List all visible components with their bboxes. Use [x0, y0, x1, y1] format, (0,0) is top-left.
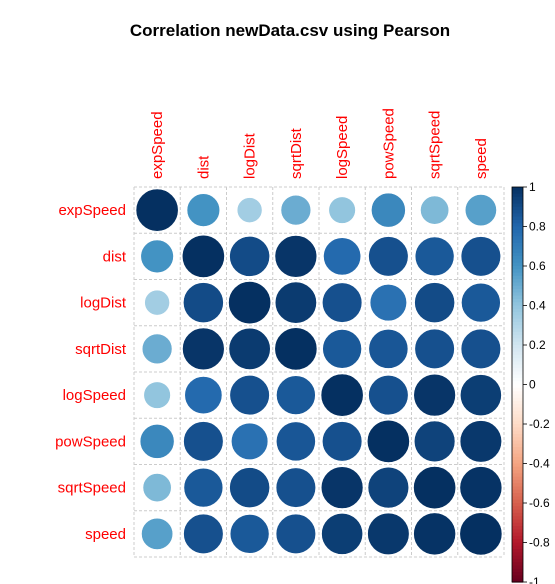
corr-circle-sqrtSpeed-dist	[184, 468, 223, 507]
corr-circle-powSpeed-logDist	[231, 423, 268, 460]
corr-circle-logDist-speed	[461, 283, 500, 322]
column-label-speed: speed	[473, 138, 490, 179]
corr-circle-logSpeed-sqrtDist	[276, 376, 315, 415]
column-label-logSpeed: logSpeed	[334, 116, 351, 179]
corr-circle-logSpeed-logSpeed	[321, 374, 363, 416]
row-label-expSpeed: expSpeed	[58, 202, 126, 219]
corr-circle-sqrtSpeed-powSpeed	[368, 467, 409, 508]
corr-circle-logDist-expSpeed	[145, 290, 170, 315]
corr-circle-sqrtDist-speed	[461, 329, 501, 369]
row-labels: expSpeed dist logDist sqrtDist logSpeed powSp…	[55, 202, 127, 543]
corr-circle-logSpeed-powSpeed	[369, 375, 409, 415]
corr-circle-logDist-sqrtSpeed	[415, 283, 455, 323]
column-label-sqrtSpeed: sqrtSpeed	[427, 111, 444, 179]
colorbar-tick-label: 0.4	[529, 299, 546, 313]
corr-circle-sqrtSpeed-speed	[460, 467, 502, 509]
corr-circle-logSpeed-sqrtSpeed	[414, 374, 456, 416]
corr-circle-sqrtDist-logSpeed	[323, 329, 362, 368]
corr-circle-logSpeed-dist	[185, 376, 222, 413]
corr-circle-expSpeed-expSpeed	[136, 189, 178, 231]
column-label-sqrtDist: sqrtDist	[288, 127, 305, 179]
corr-circle-logDist-dist	[183, 283, 223, 323]
corr-circle-sqrtSpeed-logDist	[230, 468, 270, 508]
corr-circle-logDist-logSpeed	[322, 283, 362, 323]
corr-circle-sqrtDist-sqrtSpeed	[415, 329, 455, 369]
corr-circle-speed-expSpeed	[141, 518, 172, 549]
corr-circle-dist-speed	[461, 237, 501, 277]
corr-circle-sqrtSpeed-expSpeed	[143, 473, 171, 501]
colorbar-tick-label: 0.2	[529, 338, 546, 352]
corr-circle-speed-sqrtSpeed	[414, 513, 456, 555]
corr-circle-logSpeed-expSpeed	[144, 382, 171, 409]
corr-circle-powSpeed-dist	[184, 422, 224, 462]
corr-circle-speed-logSpeed	[322, 513, 363, 554]
colorbar-tick-label: 1	[529, 180, 536, 194]
corr-circle-expSpeed-dist	[187, 194, 220, 227]
row-label-dist: dist	[103, 248, 127, 265]
row-label-sqrtSpeed: sqrtSpeed	[58, 480, 126, 497]
column-label-powSpeed: powSpeed	[380, 108, 397, 179]
corr-circle-sqrtSpeed-sqrtDist	[276, 468, 316, 508]
corr-circle-powSpeed-sqrtDist	[276, 422, 315, 461]
corr-circle-powSpeed-logSpeed	[322, 422, 362, 462]
corr-circle-speed-speed	[460, 513, 502, 555]
corr-circle-dist-dist	[182, 235, 224, 277]
corr-circle-logSpeed-speed	[460, 375, 501, 416]
colorbar-tick-label: -0.6	[529, 496, 550, 510]
column-label-dist: dist	[195, 155, 212, 179]
corr-circle-powSpeed-expSpeed	[140, 424, 174, 458]
corr-circle-logSpeed-logDist	[230, 375, 270, 415]
corr-circle-sqrtDist-logDist	[229, 328, 270, 369]
color-legend: 1 0.8 0.6 0.4 0.2 0 -0.2 -0.4 -0.6 -0.8 -1	[512, 180, 550, 584]
corr-circle-powSpeed-sqrtSpeed	[414, 421, 455, 462]
corr-circle-speed-logDist	[230, 514, 269, 553]
row-label-powSpeed: powSpeed	[55, 433, 126, 450]
chart-title: Correlation newData.csv using Pearson	[130, 21, 450, 40]
corr-circle-speed-powSpeed	[368, 513, 410, 555]
row-label-logSpeed: logSpeed	[63, 387, 126, 404]
corr-circle-speed-sqrtDist	[276, 514, 316, 554]
column-label-logDist: logDist	[242, 132, 259, 179]
colorbar-tick-label: -0.8	[529, 536, 550, 550]
colorbar-tick-label: 0.8	[529, 220, 546, 234]
corr-circle-sqrtDist-dist	[182, 328, 224, 370]
column-labels: expSpeed dist logDist sqrtDist logSpeed powSp…	[149, 108, 490, 179]
corr-circle-sqrtDist-expSpeed	[142, 334, 172, 364]
corr-circle-expSpeed-powSpeed	[371, 193, 405, 227]
corr-circle-expSpeed-logDist	[237, 198, 262, 223]
corr-circle-logDist-sqrtDist	[275, 282, 316, 323]
corr-circle-expSpeed-logSpeed	[329, 197, 356, 224]
colorbar-tick-label: 0	[529, 378, 536, 392]
corr-circle-expSpeed-speed	[465, 194, 496, 225]
corr-circle-sqrtSpeed-sqrtSpeed	[414, 467, 456, 509]
corr-circle-dist-powSpeed	[369, 237, 409, 277]
corr-circle-logDist-logDist	[229, 282, 271, 324]
corr-circle-powSpeed-powSpeed	[367, 420, 409, 462]
corr-circle-dist-sqrtSpeed	[415, 237, 454, 276]
row-label-speed: speed	[85, 526, 126, 543]
corr-circle-sqrtSpeed-logSpeed	[321, 467, 363, 509]
corr-circle-dist-expSpeed	[141, 240, 174, 273]
corr-circle-dist-logDist	[230, 236, 270, 276]
row-label-logDist: logDist	[80, 295, 127, 312]
corr-circle-expSpeed-sqrtSpeed	[420, 196, 448, 224]
colorbar-tick-label: 0.6	[529, 259, 546, 273]
corr-circle-dist-sqrtDist	[275, 235, 317, 277]
corr-circle-sqrtDist-sqrtDist	[275, 328, 317, 370]
colorbar-tick-label: -0.2	[529, 417, 550, 431]
colorbar-tick-label: -1	[529, 575, 540, 584]
corr-circle-powSpeed-speed	[460, 421, 502, 463]
corr-circle-sqrtDist-powSpeed	[369, 329, 408, 368]
corr-circle-speed-dist	[184, 514, 224, 554]
colorbar-tick-label: -0.4	[529, 457, 550, 471]
corr-circle-logDist-powSpeed	[370, 284, 407, 321]
column-label-expSpeed: expSpeed	[149, 111, 166, 179]
corr-circle-dist-logSpeed	[323, 238, 360, 275]
row-label-sqrtDist: sqrtDist	[75, 341, 127, 358]
corr-circle-expSpeed-sqrtDist	[281, 195, 311, 225]
